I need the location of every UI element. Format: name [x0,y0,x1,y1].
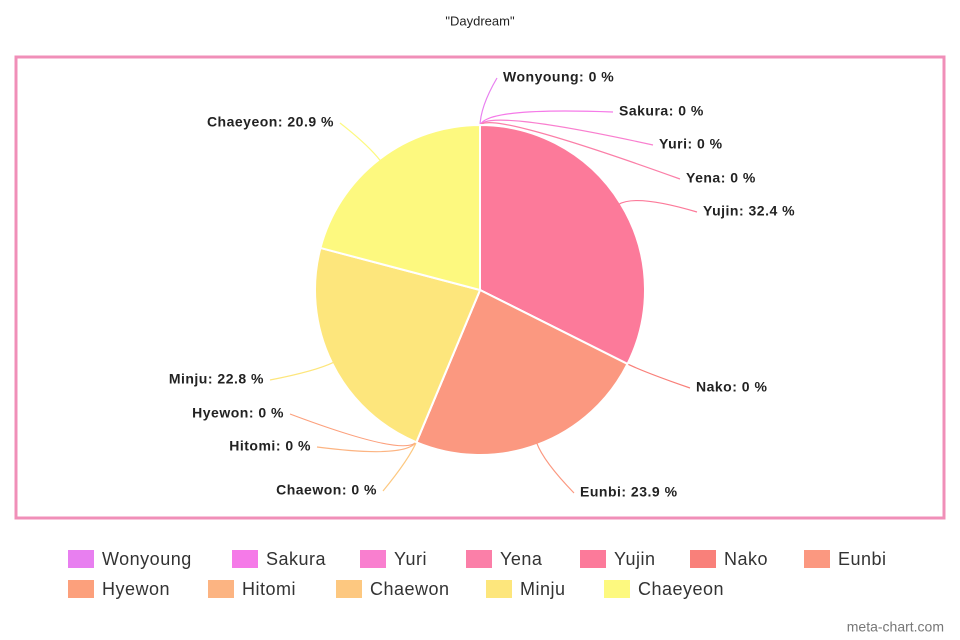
data-label: Nako: 0 % [696,379,767,395]
legend-label: Yena [500,549,543,569]
legend-label: Hyewon [102,579,170,599]
legend-label: Sakura [266,549,327,569]
leader-line [625,362,691,389]
data-label: Hyewon: 0 % [192,405,284,421]
legend-label: Chaewon [370,579,450,599]
data-label: Hitomi: 0 % [229,438,311,454]
leader-line [289,413,418,447]
chart-title: "Daydream" [445,13,515,28]
data-label: Chaeyeon: 20.9 % [207,114,334,130]
data-label: Yujin: 32.4 % [703,203,795,219]
data-label: Chaewon: 0 % [276,482,377,498]
legend-label: Eunbi [838,549,887,569]
legend-label: Minju [520,579,566,599]
legend-label: Wonyoung [102,549,192,569]
legend-swatch [466,550,492,568]
leader-line [339,122,381,162]
plot-frame [14,55,946,520]
legend-label: Chaeyeon [638,579,724,599]
legend-swatch [580,550,606,568]
legend-swatch [804,550,830,568]
legend-swatch [68,550,94,568]
legend-swatch [68,580,94,598]
leader-line [536,442,575,494]
leader-line [479,77,498,128]
legend-swatch [208,580,234,598]
leader-line [479,122,681,180]
legend-swatch [232,550,258,568]
data-label: Minju: 22.8 % [169,371,264,387]
legend-label: Nako [724,549,768,569]
legend-swatch [336,580,362,598]
legend-label: Hitomi [242,579,296,599]
data-label: Wonyoung: 0 % [503,69,614,85]
leader-line [382,440,418,492]
data-label: Eunbi: 23.9 % [580,484,678,500]
legend-label: Yujin [614,549,656,569]
data-label: Yena: 0 % [686,170,756,186]
leader-line [269,361,335,381]
legend-swatch [486,580,512,598]
data-label: Sakura: 0 % [619,103,704,119]
leader-line [316,440,418,453]
leader-line [618,199,698,213]
legend-label: Yuri [394,549,427,569]
legend-swatch [604,580,630,598]
legend-swatch [690,550,716,568]
legend-swatch [360,550,386,568]
watermark: meta-chart.com [847,619,944,635]
data-label: Yuri: 0 % [659,136,723,152]
